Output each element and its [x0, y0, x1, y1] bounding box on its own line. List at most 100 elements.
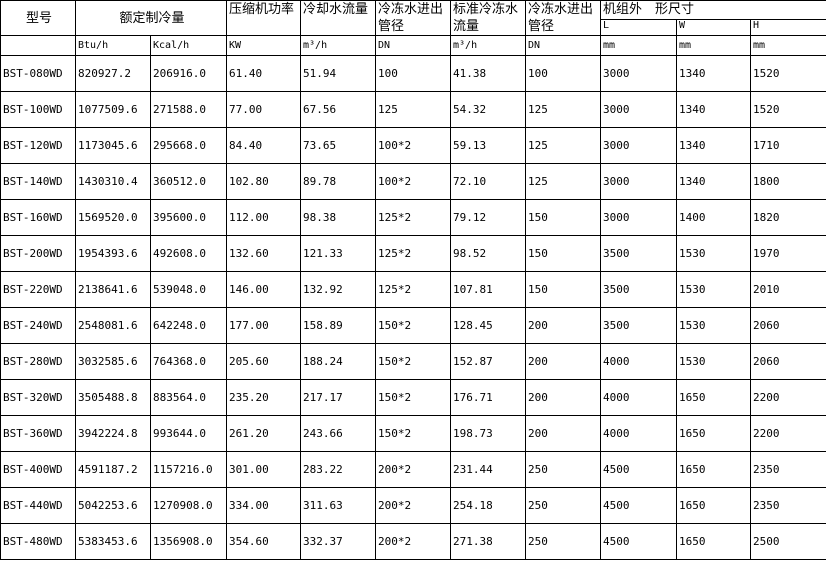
- value-cell: 243.66: [300, 415, 377, 452]
- value-cell: 3505488.8: [75, 379, 151, 416]
- value-cell: 4000: [600, 379, 678, 416]
- value-cell: 4500: [600, 487, 678, 524]
- header-model: 型号: [0, 0, 76, 36]
- value-cell: 98.52: [450, 235, 527, 272]
- header-cooling-capacity: 额定制冷量: [74, 0, 228, 36]
- value-cell: 125: [525, 163, 602, 200]
- value-cell: 235.20: [226, 379, 302, 416]
- table-row: BST-400WD 4591187.2 1157216.0 301.00 283.22 2…: [0, 451, 826, 488]
- header-chilled-pipe-2: 冷冻水进出管径: [525, 0, 602, 36]
- value-cell: 2060: [750, 307, 826, 344]
- value-cell: 1400: [676, 199, 752, 236]
- value-cell: 51.94: [300, 55, 377, 92]
- value-cell: 3942224.8: [75, 415, 151, 452]
- value-cell: 102.80: [226, 163, 302, 200]
- header-compressor-power: 压缩机功率: [226, 0, 302, 36]
- value-cell: 73.65: [300, 127, 377, 164]
- value-cell: 150: [525, 235, 602, 272]
- model-cell: BST-440WD: [0, 487, 76, 524]
- value-cell: 1530: [676, 307, 752, 344]
- value-cell: 125: [375, 91, 452, 128]
- value-cell: 67.56: [300, 91, 377, 128]
- value-cell: 125*2: [375, 235, 452, 272]
- value-cell: 1820: [750, 199, 826, 236]
- value-cell: 206916.0: [149, 55, 228, 92]
- value-cell: 250: [525, 451, 602, 488]
- header-std-chilled-flow: 标准冷冻水流量: [450, 0, 527, 36]
- value-cell: 89.78: [300, 163, 377, 200]
- value-cell: 59.13: [450, 127, 527, 164]
- table-row: BST-320WD 3505488.8 883564.0 235.20 217.17 15…: [0, 379, 826, 416]
- value-cell: 231.44: [450, 451, 527, 488]
- header-cooling-water-flow: 冷却水流量: [300, 0, 377, 36]
- value-cell: 125*2: [375, 199, 452, 236]
- model-cell: BST-080WD: [0, 55, 76, 92]
- value-cell: 2350: [750, 451, 826, 488]
- value-cell: 77.00: [226, 91, 302, 128]
- value-cell: 395600.0: [149, 199, 228, 236]
- value-cell: 261.20: [226, 415, 302, 452]
- unit-cell: m³/h: [300, 35, 377, 56]
- value-cell: 5383453.6: [75, 523, 151, 560]
- value-cell: 334.00: [226, 487, 302, 524]
- value-cell: 2350: [750, 487, 826, 524]
- model-cell: BST-140WD: [0, 163, 76, 200]
- value-cell: 3000: [600, 55, 678, 92]
- value-cell: 3000: [600, 199, 678, 236]
- value-cell: 112.00: [226, 199, 302, 236]
- value-cell: 132.92: [300, 271, 377, 308]
- value-cell: 61.40: [226, 55, 302, 92]
- units-row: Btu/h Kcal/h KW m³/h DN m³/h DN mm mm mm: [0, 35, 826, 56]
- value-cell: 54.32: [450, 91, 527, 128]
- table-row: BST-240WD 2548081.6 642248.0 177.00 158.89 15…: [0, 307, 826, 344]
- value-cell: 539048.0: [149, 271, 228, 308]
- value-cell: 200: [525, 379, 602, 416]
- value-cell: 360512.0: [149, 163, 228, 200]
- value-cell: 150*2: [375, 307, 452, 344]
- value-cell: 271.38: [450, 523, 527, 560]
- value-cell: 1800: [750, 163, 826, 200]
- value-cell: 2138641.6: [75, 271, 151, 308]
- value-cell: 3500: [600, 235, 678, 272]
- value-cell: 1954393.6: [75, 235, 151, 272]
- model-cell: BST-360WD: [0, 415, 76, 452]
- header-H: H: [750, 19, 826, 36]
- value-cell: 1270908.0: [149, 487, 228, 524]
- value-cell: 254.18: [450, 487, 527, 524]
- value-cell: 2500: [750, 523, 826, 560]
- unit-cell: DN: [525, 35, 602, 56]
- unit-cell: mm: [676, 35, 752, 56]
- table-row: BST-100WD 1077509.6 271588.0 77.00 67.56 125 5…: [0, 91, 826, 128]
- value-cell: 1340: [676, 163, 752, 200]
- unit-cell: mm: [600, 35, 678, 56]
- header-dimensions: 机组外 形尺寸: [600, 0, 826, 20]
- value-cell: 150: [525, 271, 602, 308]
- value-cell: 200: [525, 343, 602, 380]
- value-cell: 354.60: [226, 523, 302, 560]
- value-cell: 4000: [600, 343, 678, 380]
- value-cell: 5042253.6: [75, 487, 151, 524]
- unit-cell: mm: [750, 35, 826, 56]
- value-cell: 79.12: [450, 199, 527, 236]
- header-L: L: [600, 19, 678, 36]
- value-cell: 100: [525, 55, 602, 92]
- value-cell: 1340: [676, 55, 752, 92]
- value-cell: 176.71: [450, 379, 527, 416]
- model-cell: BST-320WD: [0, 379, 76, 416]
- value-cell: 158.89: [300, 307, 377, 344]
- unit-cell: m³/h: [450, 35, 527, 56]
- value-cell: 205.60: [226, 343, 302, 380]
- value-cell: 1430310.4: [75, 163, 151, 200]
- model-cell: BST-200WD: [0, 235, 76, 272]
- value-cell: 150*2: [375, 415, 452, 452]
- unit-cell: Kcal/h: [149, 35, 228, 56]
- value-cell: 200: [525, 415, 602, 452]
- value-cell: 152.87: [450, 343, 527, 380]
- value-cell: 492608.0: [149, 235, 228, 272]
- value-cell: 100: [375, 55, 452, 92]
- value-cell: 1157216.0: [149, 451, 228, 488]
- value-cell: 283.22: [300, 451, 377, 488]
- value-cell: 3500: [600, 307, 678, 344]
- value-cell: 3000: [600, 127, 678, 164]
- value-cell: 1340: [676, 91, 752, 128]
